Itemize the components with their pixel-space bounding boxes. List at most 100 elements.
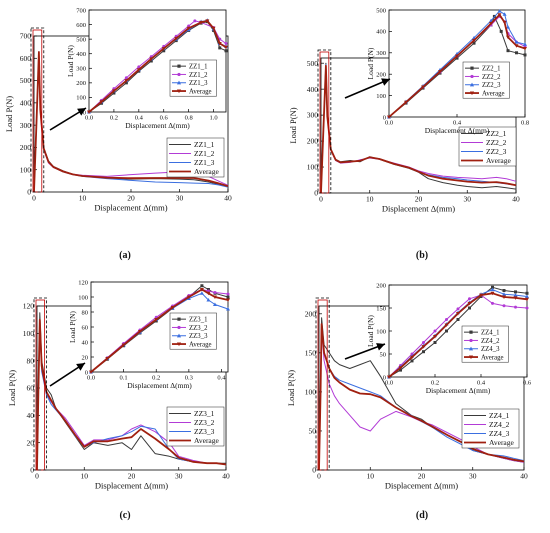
inset-x-axis-label: Displacement Δ(mm) <box>127 381 192 390</box>
data-point <box>177 317 181 321</box>
data-point <box>472 38 476 43</box>
x-tick-label: 10 <box>81 472 89 481</box>
y-tick-label: 50 <box>309 427 317 436</box>
data-point <box>470 74 474 79</box>
inset-legend-label: ZZ1_1 <box>189 64 208 71</box>
data-point <box>205 19 210 23</box>
y-tick-label: 200 <box>305 309 317 318</box>
panel-label: (c) <box>119 510 130 521</box>
data-point <box>469 338 473 343</box>
y-tick-label: 100 <box>20 165 32 174</box>
inset-y-tick-label: 200 <box>376 282 386 289</box>
x-tick-label: 40 <box>520 472 528 481</box>
inset-y-tick-label: 500 <box>76 36 86 43</box>
x-tick-label: 10 <box>79 194 87 203</box>
series-line-Average <box>36 318 227 471</box>
x-tick-label: 40 <box>224 194 232 203</box>
data-point <box>502 304 506 308</box>
data-point <box>162 49 166 53</box>
data-point <box>218 46 222 50</box>
y-tick-label: 100 <box>23 329 35 338</box>
zoom-region-box <box>315 297 330 471</box>
inset-plot: 0.0 0.1 0.2 0.3 0.4 0 20 40 60 80 100 120 Displaceme… <box>68 279 230 390</box>
data-point <box>398 366 403 370</box>
inset-legend-label: ZZ1_3 <box>189 80 208 87</box>
panel-label: (a) <box>119 250 131 261</box>
data-point <box>176 80 182 85</box>
data-point <box>226 298 230 302</box>
y-tick-label: 500 <box>307 59 319 68</box>
data-point <box>502 295 506 299</box>
y-axis-label: Load P(N) <box>286 370 296 406</box>
data-point <box>224 45 228 50</box>
data-point <box>491 285 494 289</box>
data-point <box>514 305 517 309</box>
y-tick-label: 100 <box>305 388 317 397</box>
data-point <box>410 355 414 360</box>
y-tick-label: 0 <box>27 188 31 197</box>
data-point <box>124 81 128 85</box>
data-point <box>502 20 507 25</box>
x-axis-label: Displacement Δ(mm) <box>385 480 458 490</box>
data-point <box>177 325 181 330</box>
data-point <box>112 91 116 95</box>
y-tick-label: 300 <box>20 121 32 130</box>
data-point <box>468 306 471 310</box>
inset-x-tick-label: 0.0 <box>385 380 393 387</box>
data-point <box>226 295 230 299</box>
data-point <box>422 341 425 344</box>
data-point <box>456 307 460 311</box>
data-point <box>502 292 506 296</box>
inset-legend-label: Average <box>481 354 504 361</box>
series-line-Average <box>33 51 229 193</box>
x-tick-label: 20 <box>127 194 135 203</box>
data-point <box>199 288 204 292</box>
data-point <box>186 26 191 31</box>
data-point <box>489 21 493 26</box>
data-point <box>444 323 449 328</box>
series-line-Average <box>318 323 525 471</box>
data-point <box>186 295 191 299</box>
data-point <box>170 306 175 310</box>
inset-y-tick-label: 600 <box>76 22 86 29</box>
legend-label: Average <box>489 438 515 447</box>
panel-d: 0 10 20 30 40 0 50 100 150 200 Displacement Δ(mm) L… <box>286 282 532 521</box>
data-point <box>438 70 442 74</box>
data-point <box>137 330 142 334</box>
data-point <box>105 357 110 361</box>
data-point <box>433 341 437 344</box>
inset-legend-label: ZZ2_2 <box>482 74 501 81</box>
inset-series-line-Average <box>388 13 526 118</box>
data-point <box>422 350 425 354</box>
data-point <box>217 42 222 46</box>
inset-plot: 0.0 0.2 0.4 0.6 0 50 100 150 200 Displacement Δ(m… <box>366 282 532 395</box>
x-tick-label: 10 <box>366 195 374 204</box>
data-point <box>433 329 437 333</box>
y-tick-label: 150 <box>305 348 317 357</box>
series-line-ZZ4_2 <box>318 328 525 471</box>
inset-x-tick-label: 0.8 <box>521 120 529 127</box>
y-tick-label: 700 <box>20 32 32 41</box>
y-tick-label: 0 <box>30 466 34 475</box>
inset-x-tick-label: 0.4 <box>453 120 462 127</box>
inset-legend-label: Average <box>482 90 505 97</box>
data-point <box>176 89 182 94</box>
inset-x-tick-label: 0.2 <box>152 375 160 382</box>
inset-x-tick-label: 0.3 <box>185 375 193 382</box>
inset-legend-label: Average <box>189 341 212 348</box>
x-tick-label: 20 <box>418 472 426 481</box>
y-tick-label: 200 <box>20 143 32 152</box>
inset-y-axis-label: Load P(N) <box>366 315 375 347</box>
y-tick-label: 120 <box>23 302 35 311</box>
inset-x-tick-label: 0.8 <box>185 115 193 122</box>
data-point <box>513 293 518 297</box>
x-tick-label: 30 <box>175 472 183 481</box>
inset-x-tick-label: 0.0 <box>87 375 95 382</box>
legend-label: ZZ1_2 <box>194 149 215 158</box>
y-tick-label: 200 <box>307 137 319 146</box>
legend-label: ZZ2_2 <box>486 138 507 147</box>
inset-y-tick-label: 400 <box>376 29 386 36</box>
inset-x-axis-label: Displacement Δ(mm) <box>425 126 490 135</box>
arrow-head <box>77 108 86 116</box>
data-point <box>525 297 529 302</box>
